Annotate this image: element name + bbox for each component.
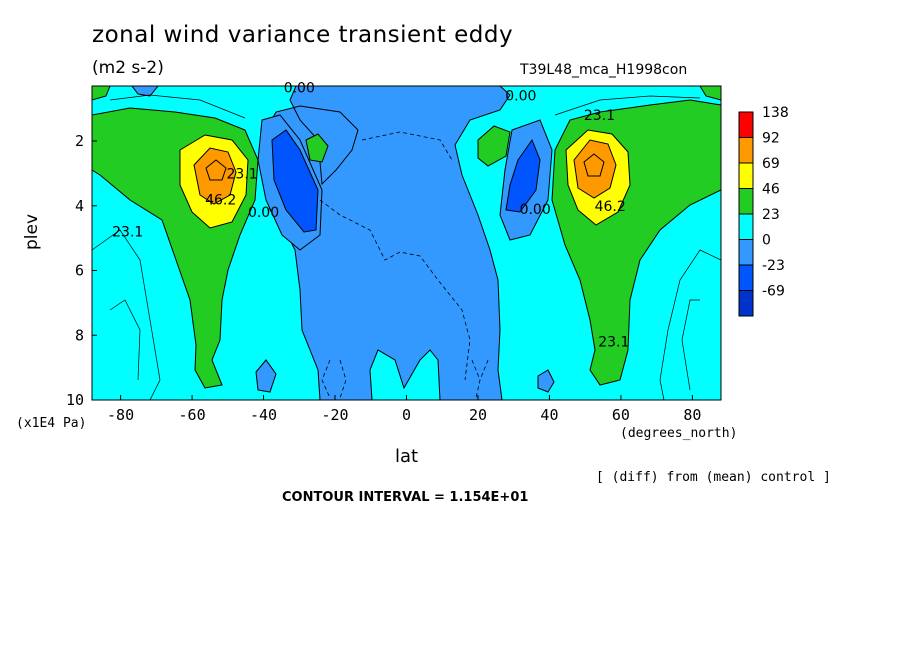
contour-label: 0.00 (520, 202, 551, 218)
plot-area (92, 86, 721, 400)
x-tick-label: 60 (612, 406, 630, 424)
contour-label: 0.00 (284, 81, 315, 97)
contour-label: 0.00 (248, 205, 279, 221)
y-tick-label: 2 (75, 132, 84, 150)
colorbar-label: 46 (762, 182, 780, 198)
colorbar-swatch (738, 239, 754, 266)
region-negative-surface-left (255, 359, 277, 393)
contour-dashed-upper (361, 131, 453, 161)
contour-interval: CONTOUR INTERVAL = 1.154E+01 (282, 490, 529, 505)
region-green-top-right (699, 86, 721, 101)
contour-thin-top-right (554, 95, 701, 116)
region-orange-left (193, 147, 237, 205)
colorbar-swatch (738, 188, 754, 215)
contour-labels: 0.00 0.00 23.1 23.1 46.2 46.2 0.00 0.00 23.1 23.1 (112, 81, 629, 351)
region-green-island-right (477, 125, 511, 167)
colorbar-swatch (738, 111, 754, 138)
y-tick-label: 10 (66, 391, 84, 409)
contour-dashed-right (471, 359, 489, 399)
colorbar-label: -69 (762, 284, 785, 300)
region-negative-right-core (505, 138, 541, 213)
colorbar-swatch (738, 290, 754, 317)
contour-label: 23.1 (584, 108, 615, 124)
x-tick-label: -20 (321, 406, 348, 424)
y-axis: 2 4 6 8 10 (66, 132, 97, 409)
contour-thin-right-2 (681, 299, 700, 391)
region-negative-top-left (131, 86, 159, 97)
x-axis-units: (degrees_north) (620, 426, 738, 441)
colorbar-label: -23 (762, 258, 785, 274)
colorbar-label: 69 (762, 156, 780, 172)
colorbar-swatch (738, 162, 754, 189)
colorbar-label: 23 (762, 207, 780, 223)
contour-dashed-center (319, 199, 471, 381)
contour-core-right (583, 153, 605, 177)
run-label: T39L48_mca_H1998con (520, 62, 688, 78)
x-tick-label: 80 (683, 406, 701, 424)
x-tick-label: -60 (179, 406, 206, 424)
region-green-island-left (305, 133, 329, 163)
colorbar-swatch (738, 264, 754, 291)
x-tick-label: 20 (469, 406, 487, 424)
colorbar: 138 92 69 46 23 0 -23 -69 (738, 105, 789, 317)
y-tick-label: 8 (75, 326, 84, 344)
region-negative-center (261, 86, 511, 400)
contour-label: 46.2 (205, 192, 236, 208)
contour-thin-left (92, 229, 161, 400)
colorbar-swatch (738, 213, 754, 240)
chart-title: zonal wind variance transient eddy (92, 22, 514, 48)
x-tick-label: 0 (402, 406, 411, 424)
colorbar-swatch (738, 137, 754, 164)
colorbar-label: 138 (762, 105, 789, 121)
region-orange-right (573, 139, 617, 199)
region-negative-left-core (271, 129, 319, 233)
y-tick-label: 4 (75, 197, 84, 215)
x-axis-label: lat (395, 446, 419, 467)
diff-note: [ (diff) from (mean) control ] (596, 470, 831, 485)
contour-dashed-center-2 (321, 359, 347, 399)
region-green-top-left (92, 86, 111, 101)
contour-label: 23.1 (227, 166, 258, 182)
contour-core-left (205, 159, 227, 181)
x-tick-label: 40 (540, 406, 558, 424)
y-axis-units: (x1E4 Pa) (16, 416, 87, 431)
x-axis: -80 -60 -40 -20 0 20 40 60 80 (107, 395, 701, 424)
x-tick-label: -80 (107, 406, 134, 424)
contour-label: 23.1 (112, 225, 143, 241)
contour-label: 0.00 (505, 89, 536, 105)
chart-units: (m2 s-2) (92, 58, 164, 78)
contour-thin-right (659, 249, 721, 400)
colorbar-label: 0 (762, 233, 771, 249)
colorbar-label: 92 (762, 131, 780, 147)
contour-thin-left-2 (109, 299, 141, 381)
x-tick-label: -40 (250, 406, 277, 424)
y-tick-label: 6 (75, 262, 84, 280)
contour-label: 46.2 (595, 199, 626, 215)
contour-label: 23.1 (598, 335, 629, 351)
y-axis-label: plev (22, 213, 42, 250)
contour-thin-top-left (109, 94, 246, 119)
region-negative-surface-right (537, 369, 555, 393)
